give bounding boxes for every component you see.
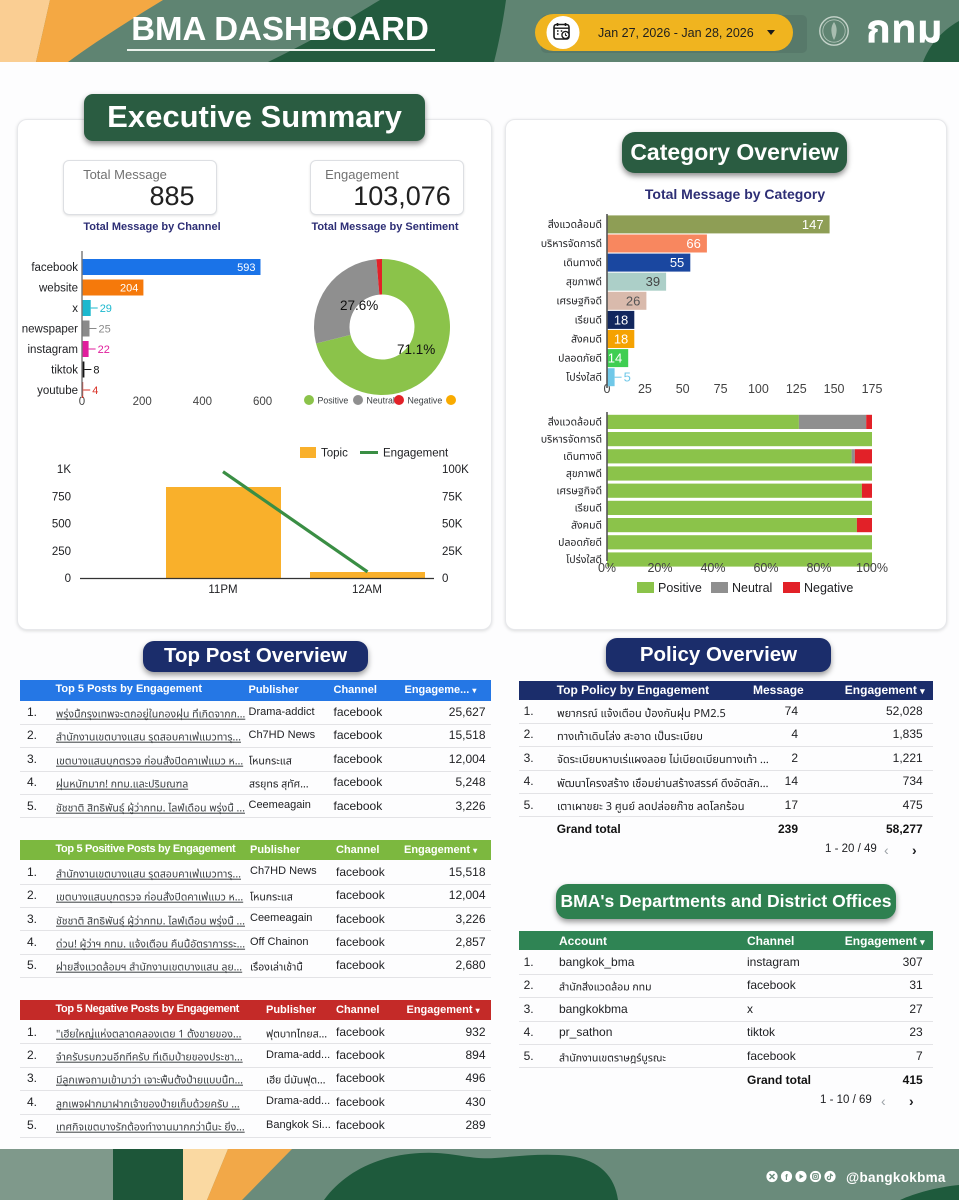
svg-text:750: 750	[52, 491, 71, 503]
svg-text:29: 29	[100, 303, 112, 315]
svg-text:Positive: Positive	[658, 581, 702, 595]
svg-text:60%: 60%	[753, 561, 778, 575]
svg-text:40%: 40%	[700, 561, 725, 575]
svg-text:Topic: Topic	[321, 448, 348, 460]
svg-text:147: 147	[802, 217, 824, 232]
svg-text:125: 125	[786, 382, 807, 396]
svg-text:50K: 50K	[442, 519, 463, 531]
svg-text:4: 4	[92, 385, 98, 397]
svg-text:18: 18	[614, 312, 628, 327]
svg-text:newspaper: newspaper	[22, 324, 78, 336]
svg-text:Neutral: Neutral	[367, 396, 395, 406]
svg-text:500: 500	[52, 519, 71, 531]
svg-text:youtube: youtube	[37, 385, 78, 397]
svg-text:Negative: Negative	[804, 581, 853, 595]
svg-text:100%: 100%	[856, 561, 888, 575]
svg-text:0%: 0%	[598, 561, 616, 575]
svg-text:25K: 25K	[442, 546, 463, 558]
svg-text:250: 250	[52, 546, 71, 558]
svg-text:0: 0	[79, 396, 85, 408]
svg-text:22: 22	[98, 344, 110, 356]
svg-text:26: 26	[626, 293, 640, 308]
svg-text:20%: 20%	[647, 561, 672, 575]
svg-text:11PM: 11PM	[208, 584, 237, 596]
svg-text:1K: 1K	[57, 464, 71, 476]
svg-text:25: 25	[99, 324, 111, 336]
svg-text:204: 204	[120, 283, 138, 295]
svg-text:39: 39	[646, 274, 660, 289]
svg-text:175: 175	[862, 382, 883, 396]
svg-text:150: 150	[824, 382, 845, 396]
svg-text:27.6%: 27.6%	[340, 298, 378, 313]
svg-text:0: 0	[604, 382, 611, 396]
svg-text:0: 0	[65, 573, 71, 585]
svg-text:8: 8	[93, 365, 99, 377]
svg-text:14: 14	[608, 351, 622, 366]
svg-text:200: 200	[133, 396, 152, 408]
svg-text:75: 75	[714, 382, 728, 396]
svg-text:66: 66	[686, 236, 700, 251]
svg-text:Engagement: Engagement	[383, 448, 449, 460]
svg-text:600: 600	[253, 396, 272, 408]
svg-text:tiktok: tiktok	[51, 365, 78, 377]
svg-text:71.1%: 71.1%	[397, 342, 435, 357]
svg-text:5: 5	[624, 370, 631, 385]
svg-text:80%: 80%	[806, 561, 831, 575]
svg-text:18: 18	[614, 332, 628, 347]
svg-text:55: 55	[670, 255, 684, 270]
svg-text:50: 50	[676, 382, 690, 396]
svg-text:facebook: facebook	[31, 262, 78, 274]
svg-text:Positive: Positive	[318, 396, 349, 406]
svg-text:12AM: 12AM	[352, 584, 382, 596]
svg-text:75K: 75K	[442, 491, 463, 503]
svg-text:Neutral: Neutral	[732, 581, 772, 595]
svg-text:100: 100	[748, 382, 769, 396]
svg-text:website: website	[38, 283, 78, 295]
svg-text:100K: 100K	[442, 464, 469, 476]
svg-text:0: 0	[442, 573, 448, 585]
svg-text:f: f	[785, 1173, 788, 1182]
svg-text:25: 25	[638, 382, 652, 396]
svg-text:Negative: Negative	[408, 396, 443, 406]
svg-text:593: 593	[237, 262, 255, 274]
svg-text:instagram: instagram	[28, 344, 79, 356]
svg-text:x: x	[72, 303, 78, 315]
svg-text:400: 400	[193, 396, 212, 408]
